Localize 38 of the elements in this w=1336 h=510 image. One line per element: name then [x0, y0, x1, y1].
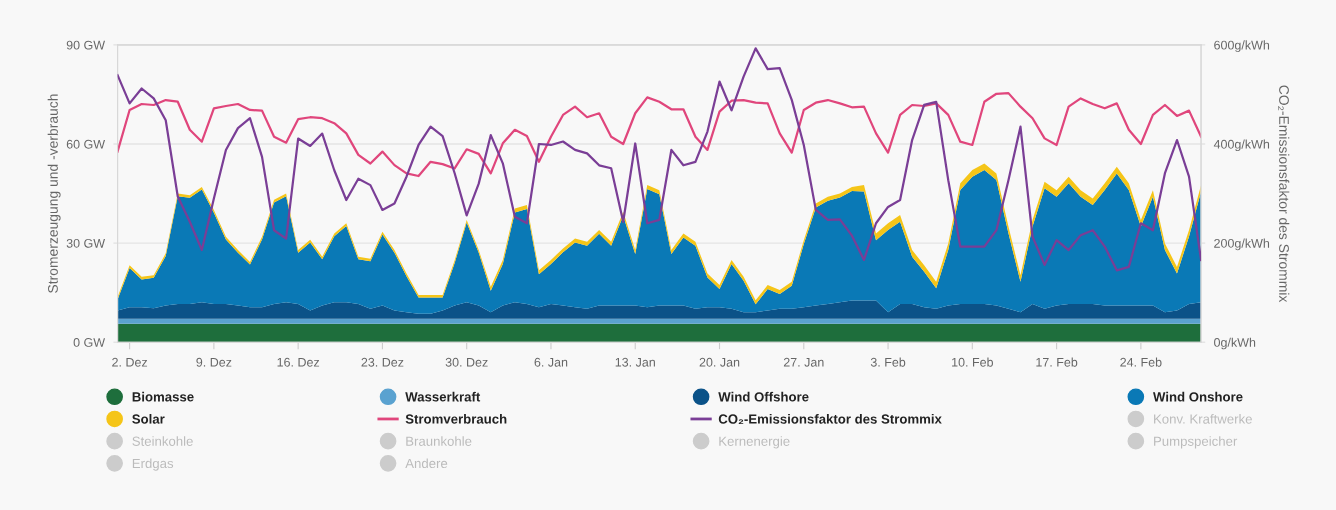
y-tick-label: 60 GW — [66, 139, 106, 149]
legend-label: CO₂-Emissionsfaktor des Strommix — [718, 414, 942, 424]
legend-label: Andere — [405, 458, 448, 469]
legend-label: Wasserkraft — [405, 391, 481, 402]
x-tick-label: 6. Jan — [534, 357, 568, 367]
y2-tick-label: 600g/kWh — [1214, 40, 1270, 52]
y2-tick-label: 0g/kWh — [1214, 337, 1256, 350]
legend-label: Steinkohle — [132, 436, 193, 446]
y-tick-label: 30 GW — [66, 238, 106, 248]
x-tick-label: 24. Feb — [1120, 357, 1162, 367]
legend-label: Wind Offshore — [718, 391, 809, 402]
x-tick-label: 30. Dez — [445, 357, 488, 367]
x-tick-label: 10. Feb — [952, 357, 993, 367]
y-tick-label: 0 GW — [73, 338, 106, 347]
legend-label: Biomasse — [132, 391, 194, 402]
x-tick-label: 17. Feb — [1036, 357, 1078, 367]
x-tick-label: 23. Dez — [361, 357, 404, 367]
line-series — [117, 92, 1202, 178]
legend-label: Braunkohle — [406, 436, 472, 446]
legend-label: Stromverbrauch — [405, 414, 507, 424]
x-tick-label: 9. Dez — [196, 357, 232, 367]
y2-tick-label: 400g/kWh — [1213, 139, 1270, 152]
legend-label: Erdgas — [132, 458, 174, 471]
y2-tick-label: 200g/kWh — [1214, 238, 1270, 251]
y2-axis-title: CO₂-Emissionsfaktor des Strommix — [1278, 85, 1290, 303]
legend-label: Pumpspeicher — [1154, 436, 1238, 449]
legend-label: Wind Onshore — [1153, 391, 1243, 402]
legend-label: Kernenergie — [719, 436, 790, 449]
x-tick-label: 2. Dez — [112, 357, 148, 367]
y-tick-label: 90 GW — [66, 40, 106, 50]
x-tick-label: 16. Dez — [277, 357, 320, 367]
x-tick-label: 3. Feb — [870, 357, 906, 367]
x-tick-label: 13. Jan — [615, 357, 655, 367]
x-tick-label: 27. Jan — [783, 357, 824, 367]
legend-label: Konv. Kraftwerke — [1154, 414, 1252, 424]
x-tick-label: 20. Jan — [699, 357, 740, 367]
y-axis-title: Stromerzeugung und -verbrauch — [47, 94, 61, 293]
legend-label: Solar — [132, 414, 165, 424]
